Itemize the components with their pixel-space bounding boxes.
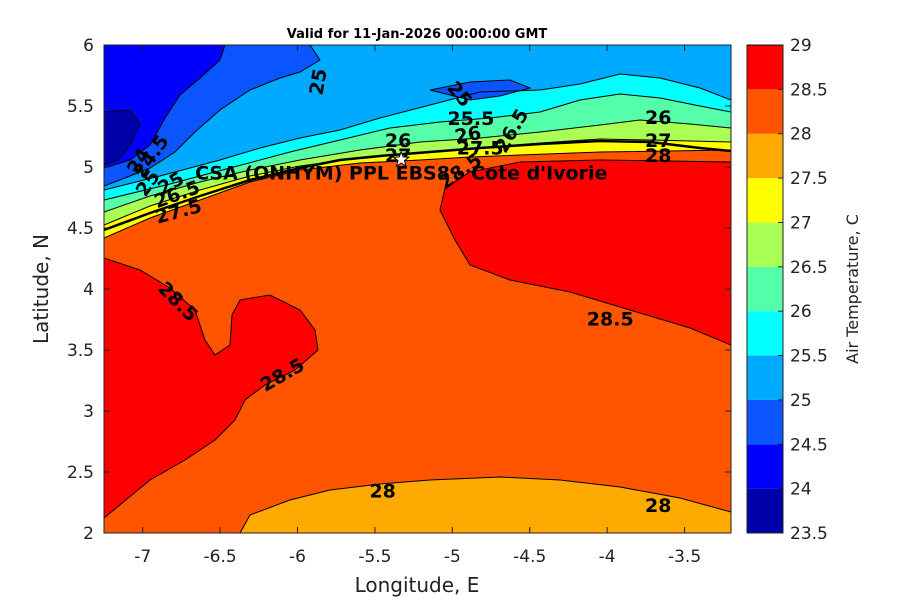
y-tick-label: 3 xyxy=(83,402,94,422)
colorbar-tick-label: 26.5 xyxy=(790,258,828,278)
colorbar-tick-label: 27 xyxy=(790,213,812,233)
y-tick-label: 5 xyxy=(83,158,94,178)
contour-28 xyxy=(239,476,731,533)
colorbar-tick-label: 25 xyxy=(790,391,812,411)
colorbar-swatch xyxy=(747,222,783,267)
colorbar-swatch xyxy=(747,399,783,445)
colorbar-tick-label: 28 xyxy=(790,125,812,145)
site-star-icon xyxy=(392,150,411,168)
colorbar-frame xyxy=(746,44,784,534)
y-tick-label: 2 xyxy=(83,524,94,544)
colorbar-tick-label: 25.5 xyxy=(790,347,828,367)
colorbar-tick-label: 29 xyxy=(790,36,812,56)
region-23-5 xyxy=(104,110,140,165)
x-axis-label: Longitude, E xyxy=(355,573,480,597)
colorbar-tick-label: 27.5 xyxy=(790,169,828,189)
y-tick-label: 5.5 xyxy=(67,97,94,117)
contour-24-5 xyxy=(104,45,321,187)
contour-25-5 xyxy=(104,93,731,201)
colorbar-swatch xyxy=(747,266,783,312)
contour-label: 25.5 xyxy=(447,108,494,130)
contour-label: 27.5 xyxy=(457,137,504,159)
y-tick-label: 2.5 xyxy=(67,463,94,483)
colorbar-tick-label: 23.5 xyxy=(790,524,828,544)
region-28-5-west xyxy=(104,258,318,518)
contour-28-5-east xyxy=(439,159,731,346)
y-axis-ticks: 2 2.5 3 3.5 4 4.5 5 5.5 6 xyxy=(67,36,731,544)
contour-label: 26 xyxy=(453,122,483,148)
contour-label: 27 xyxy=(645,130,671,152)
contour-23-5 xyxy=(104,109,141,166)
contour-label: 25 xyxy=(305,67,331,97)
x-tick-label: -6 xyxy=(289,547,306,567)
contour-27 xyxy=(104,149,731,239)
y-tick-label: 4.5 xyxy=(67,219,94,239)
colorbar-tick-label: 24.5 xyxy=(790,435,828,455)
colorbar-swatch xyxy=(747,311,783,356)
region-27-5-south xyxy=(240,477,731,533)
contour-28-5-west xyxy=(104,257,319,519)
region-24 xyxy=(104,45,225,168)
x-tick-label: -4 xyxy=(599,547,616,567)
colorbar-tick-label: 26 xyxy=(790,302,812,322)
contour-26 xyxy=(104,119,731,213)
colorbar: 23.5 24 24.5 25 25.5 26 26.5 27 27.5 28 28.5 29 xyxy=(746,36,828,544)
colorbar-swatch xyxy=(747,355,783,400)
contour-24-5b xyxy=(429,79,532,101)
x-tick-label: -5 xyxy=(444,547,461,567)
chart-title: Valid for 11-Jan-2026 00:00:00 GMT xyxy=(287,27,548,42)
x-tick-label: -5.5 xyxy=(358,547,391,567)
y-tick-label: 6 xyxy=(83,36,94,56)
x-tick-label: -6.5 xyxy=(204,547,237,567)
x-tick-label: -7 xyxy=(134,547,151,567)
colorbar-swatch xyxy=(747,89,783,134)
site-marker-group: CSA (ONHYM) PPL EBS8 - Cote d'Ivorie xyxy=(195,150,607,185)
y-axis-label: Latitude, N xyxy=(29,234,53,344)
x-tick-label: -4.5 xyxy=(513,547,546,567)
contour-label: 26 xyxy=(385,130,411,152)
x-tick-label: -3.5 xyxy=(668,547,701,567)
y-tick-label: 3.5 xyxy=(67,341,94,361)
contour-24 xyxy=(104,45,226,169)
colorbar-swatch xyxy=(747,444,783,489)
colorbar-swatch xyxy=(747,178,783,223)
y-tick-label: 4 xyxy=(83,280,94,300)
x-axis-ticks: -7 -6.5 -6 -5.5 -5 -4.5 -4 -3.5 xyxy=(134,45,701,567)
coastline xyxy=(104,139,731,232)
colorbar-swatch xyxy=(747,488,783,533)
region-28-5-east xyxy=(440,160,731,345)
colorbar-tick-label: 24 xyxy=(790,480,812,500)
contour-label: 28 xyxy=(645,145,671,167)
contour-label: 28 xyxy=(369,480,395,502)
contour-label: 28 xyxy=(645,495,671,517)
site-label: CSA (ONHYM) PPL EBS8 - Cote d'Ivorie xyxy=(195,163,607,185)
colorbar-label: Air Temperature, C xyxy=(843,214,862,364)
colorbar-swatch xyxy=(747,45,783,90)
colorbar-tick-label: 28.5 xyxy=(790,80,828,100)
colorbar-swatch xyxy=(747,133,783,179)
contour-25 xyxy=(104,73,731,191)
contour-label: 26 xyxy=(645,107,671,129)
contour-label: 28.5 xyxy=(587,308,634,330)
